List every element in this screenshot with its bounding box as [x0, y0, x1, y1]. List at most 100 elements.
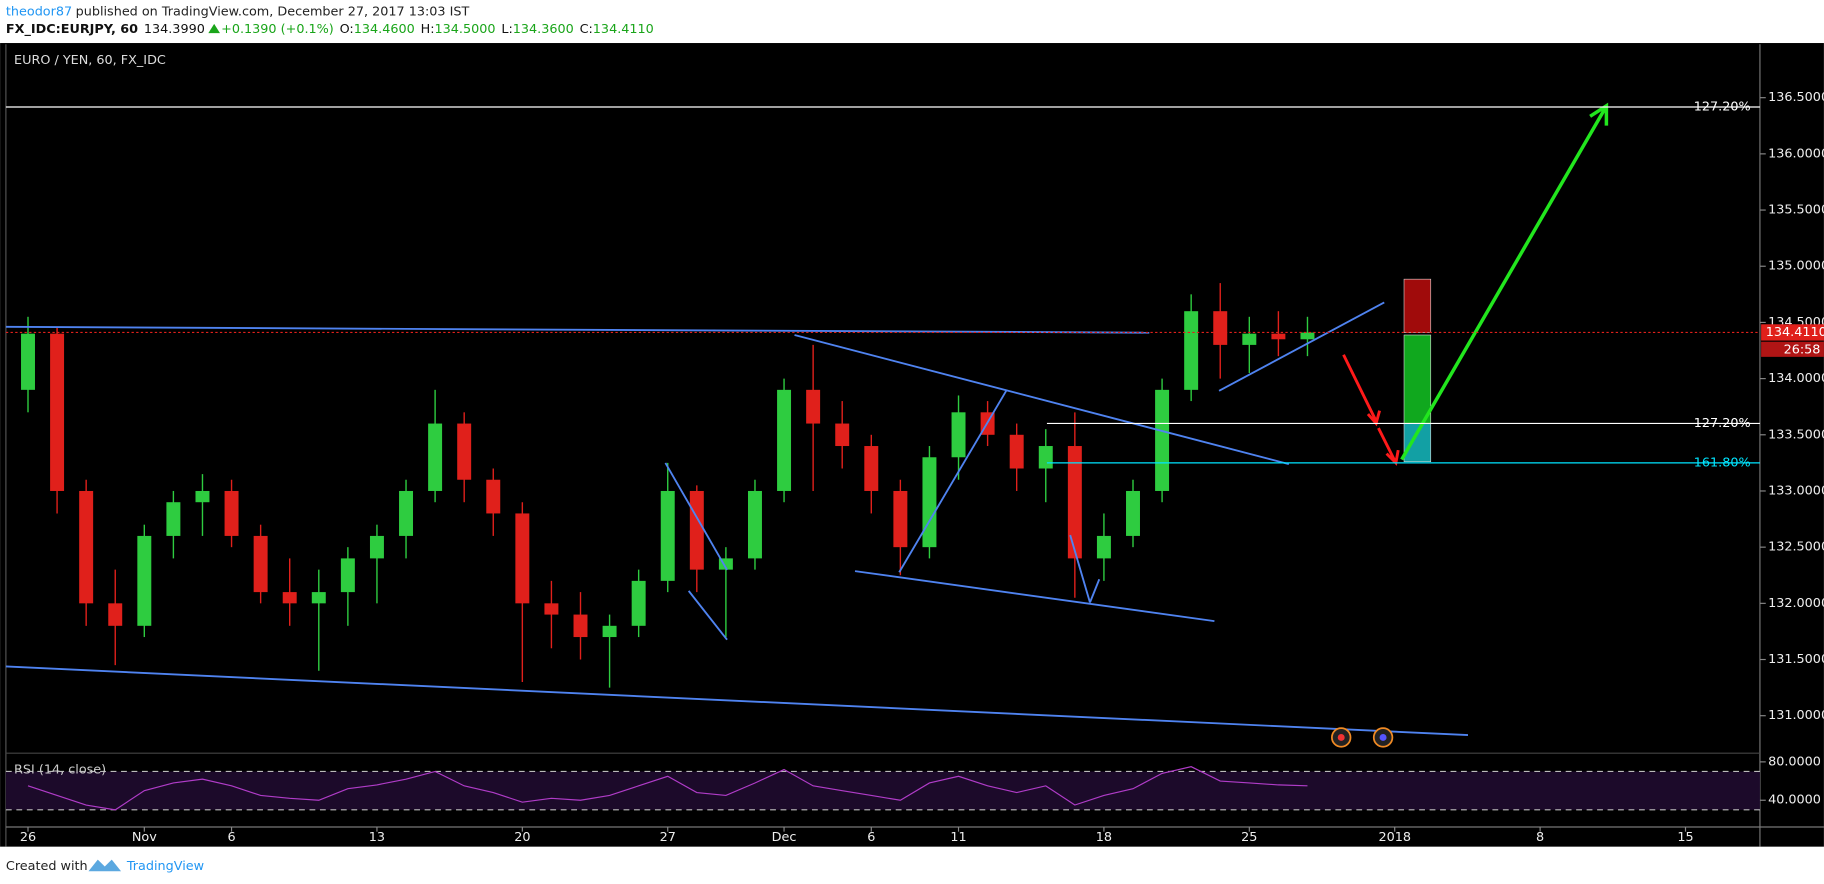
trendline [794, 334, 1290, 466]
y-tick-label: 134.0000 [1768, 371, 1824, 386]
candle-body [1184, 311, 1199, 390]
event-dot [1379, 733, 1387, 741]
ohlc-value: 134.3600 [513, 22, 574, 37]
trendline [1218, 301, 1385, 392]
candle-body [806, 389, 821, 424]
price: 134.3990 [144, 22, 205, 37]
events [1331, 727, 1394, 748]
x-tick-label: 8 [1536, 830, 1544, 845]
x-tick-label: 27 [660, 830, 676, 845]
y-tick-label: 135.5000 [1768, 203, 1824, 218]
candle-body [1067, 446, 1082, 559]
candle-body [428, 423, 443, 491]
x-tick-label: Dec [772, 830, 797, 845]
stop-zone [1403, 278, 1432, 333]
symbol: FX_IDC:EURJPY, 60 [6, 22, 138, 37]
candle-body [544, 603, 559, 615]
fib-label: 161.80% [1694, 455, 1751, 470]
y-tick-label: 133.5000 [1768, 427, 1824, 442]
candle-body [1300, 332, 1315, 340]
candle-body [1242, 333, 1257, 345]
candle-body [166, 502, 181, 536]
footer-brand[interactable]: TradingView [126, 859, 204, 874]
last-price-tag [1761, 324, 1824, 341]
candle-body [1038, 446, 1053, 469]
y-tick-label: 136.5000 [1768, 90, 1824, 105]
trendline [5, 665, 1469, 737]
ohlc-value: 134.4110 [593, 22, 654, 37]
trendline [687, 590, 728, 641]
rsi-tick-label: 80.0000 [1768, 754, 1821, 769]
candle-body [515, 513, 530, 604]
candle-body [718, 558, 733, 570]
y-tick-label: 133.0000 [1768, 483, 1824, 498]
fib-label: 127.20% [1694, 100, 1751, 115]
x-tick-label: 20 [514, 830, 530, 845]
rsi-tick-label: 40.0000 [1768, 793, 1821, 808]
candle-body [137, 535, 152, 626]
trendline [1089, 578, 1101, 603]
candle-body [1155, 389, 1170, 491]
footer-created: Created with [6, 859, 88, 874]
candle-body [1213, 311, 1228, 345]
trendline [854, 570, 1215, 623]
rsi-line [27, 766, 1308, 811]
candle-body [893, 490, 908, 548]
ohlc-value: 134.5000 [435, 22, 496, 37]
trendline [664, 462, 728, 571]
candle-body [21, 333, 35, 390]
candle-body [50, 333, 65, 491]
header-bg [0, 0, 1824, 44]
candle-body [1126, 490, 1140, 536]
candle-body [777, 389, 792, 491]
event-dot [1337, 733, 1345, 741]
candle-body [108, 603, 123, 626]
ohlc-label: O: [340, 22, 354, 37]
candle-body [1271, 333, 1286, 340]
header-line1: theodor87 published on TradingView.com, D… [6, 4, 470, 19]
author[interactable]: theodor87 [6, 4, 72, 19]
published: published on TradingView.com, December 2… [76, 4, 470, 19]
change-arrow [208, 23, 220, 34]
candle-body [282, 592, 297, 604]
trendline [1069, 534, 1091, 603]
target-zone [1403, 334, 1432, 424]
y-tick-label: 131.5000 [1768, 652, 1824, 667]
x-tick-label: 6 [867, 830, 875, 845]
x-tick-label: 6 [227, 830, 235, 845]
chart-title: EURO / YEN, 60, FX_IDC [14, 53, 166, 68]
candle-body [486, 479, 501, 514]
candle-body [224, 490, 239, 536]
y-tick-label: 136.0000 [1768, 146, 1824, 161]
y-tick-label: 132.5000 [1768, 540, 1824, 555]
x-tick-label: 18 [1096, 830, 1112, 845]
x-tick-label: Nov [132, 830, 157, 845]
x-tick-label: 25 [1241, 830, 1257, 845]
ohlc-label: C: [580, 22, 593, 37]
y-tick-label: 131.0000 [1768, 708, 1824, 723]
candle-body [311, 592, 326, 604]
drawings [5, 301, 1469, 737]
ohlc-label: H: [421, 22, 435, 37]
candle-body [660, 490, 675, 581]
trendline [5, 325, 1150, 334]
rsi-band [5, 771, 1760, 810]
header-line2: FX_IDC:EURJPY, 60 134.3990 +0.1390 (+0.1%)… [6, 22, 654, 37]
candle-body [399, 490, 414, 536]
ohlc-label: L: [501, 22, 512, 37]
candle-body [864, 446, 879, 491]
footer-bg [0, 846, 1824, 884]
x-tick-label: 15 [1677, 830, 1693, 845]
x-tick-label: 2018 [1378, 830, 1411, 845]
candle-body [631, 580, 646, 626]
candle-body [369, 535, 384, 559]
candle-body [340, 558, 355, 593]
candle-body [573, 614, 588, 638]
candle-body [689, 490, 704, 570]
fib-label: 127.20% [1694, 416, 1751, 431]
x-tick-label: 11 [950, 830, 966, 845]
up-arrow [1400, 102, 1609, 461]
candle-body [747, 490, 762, 559]
